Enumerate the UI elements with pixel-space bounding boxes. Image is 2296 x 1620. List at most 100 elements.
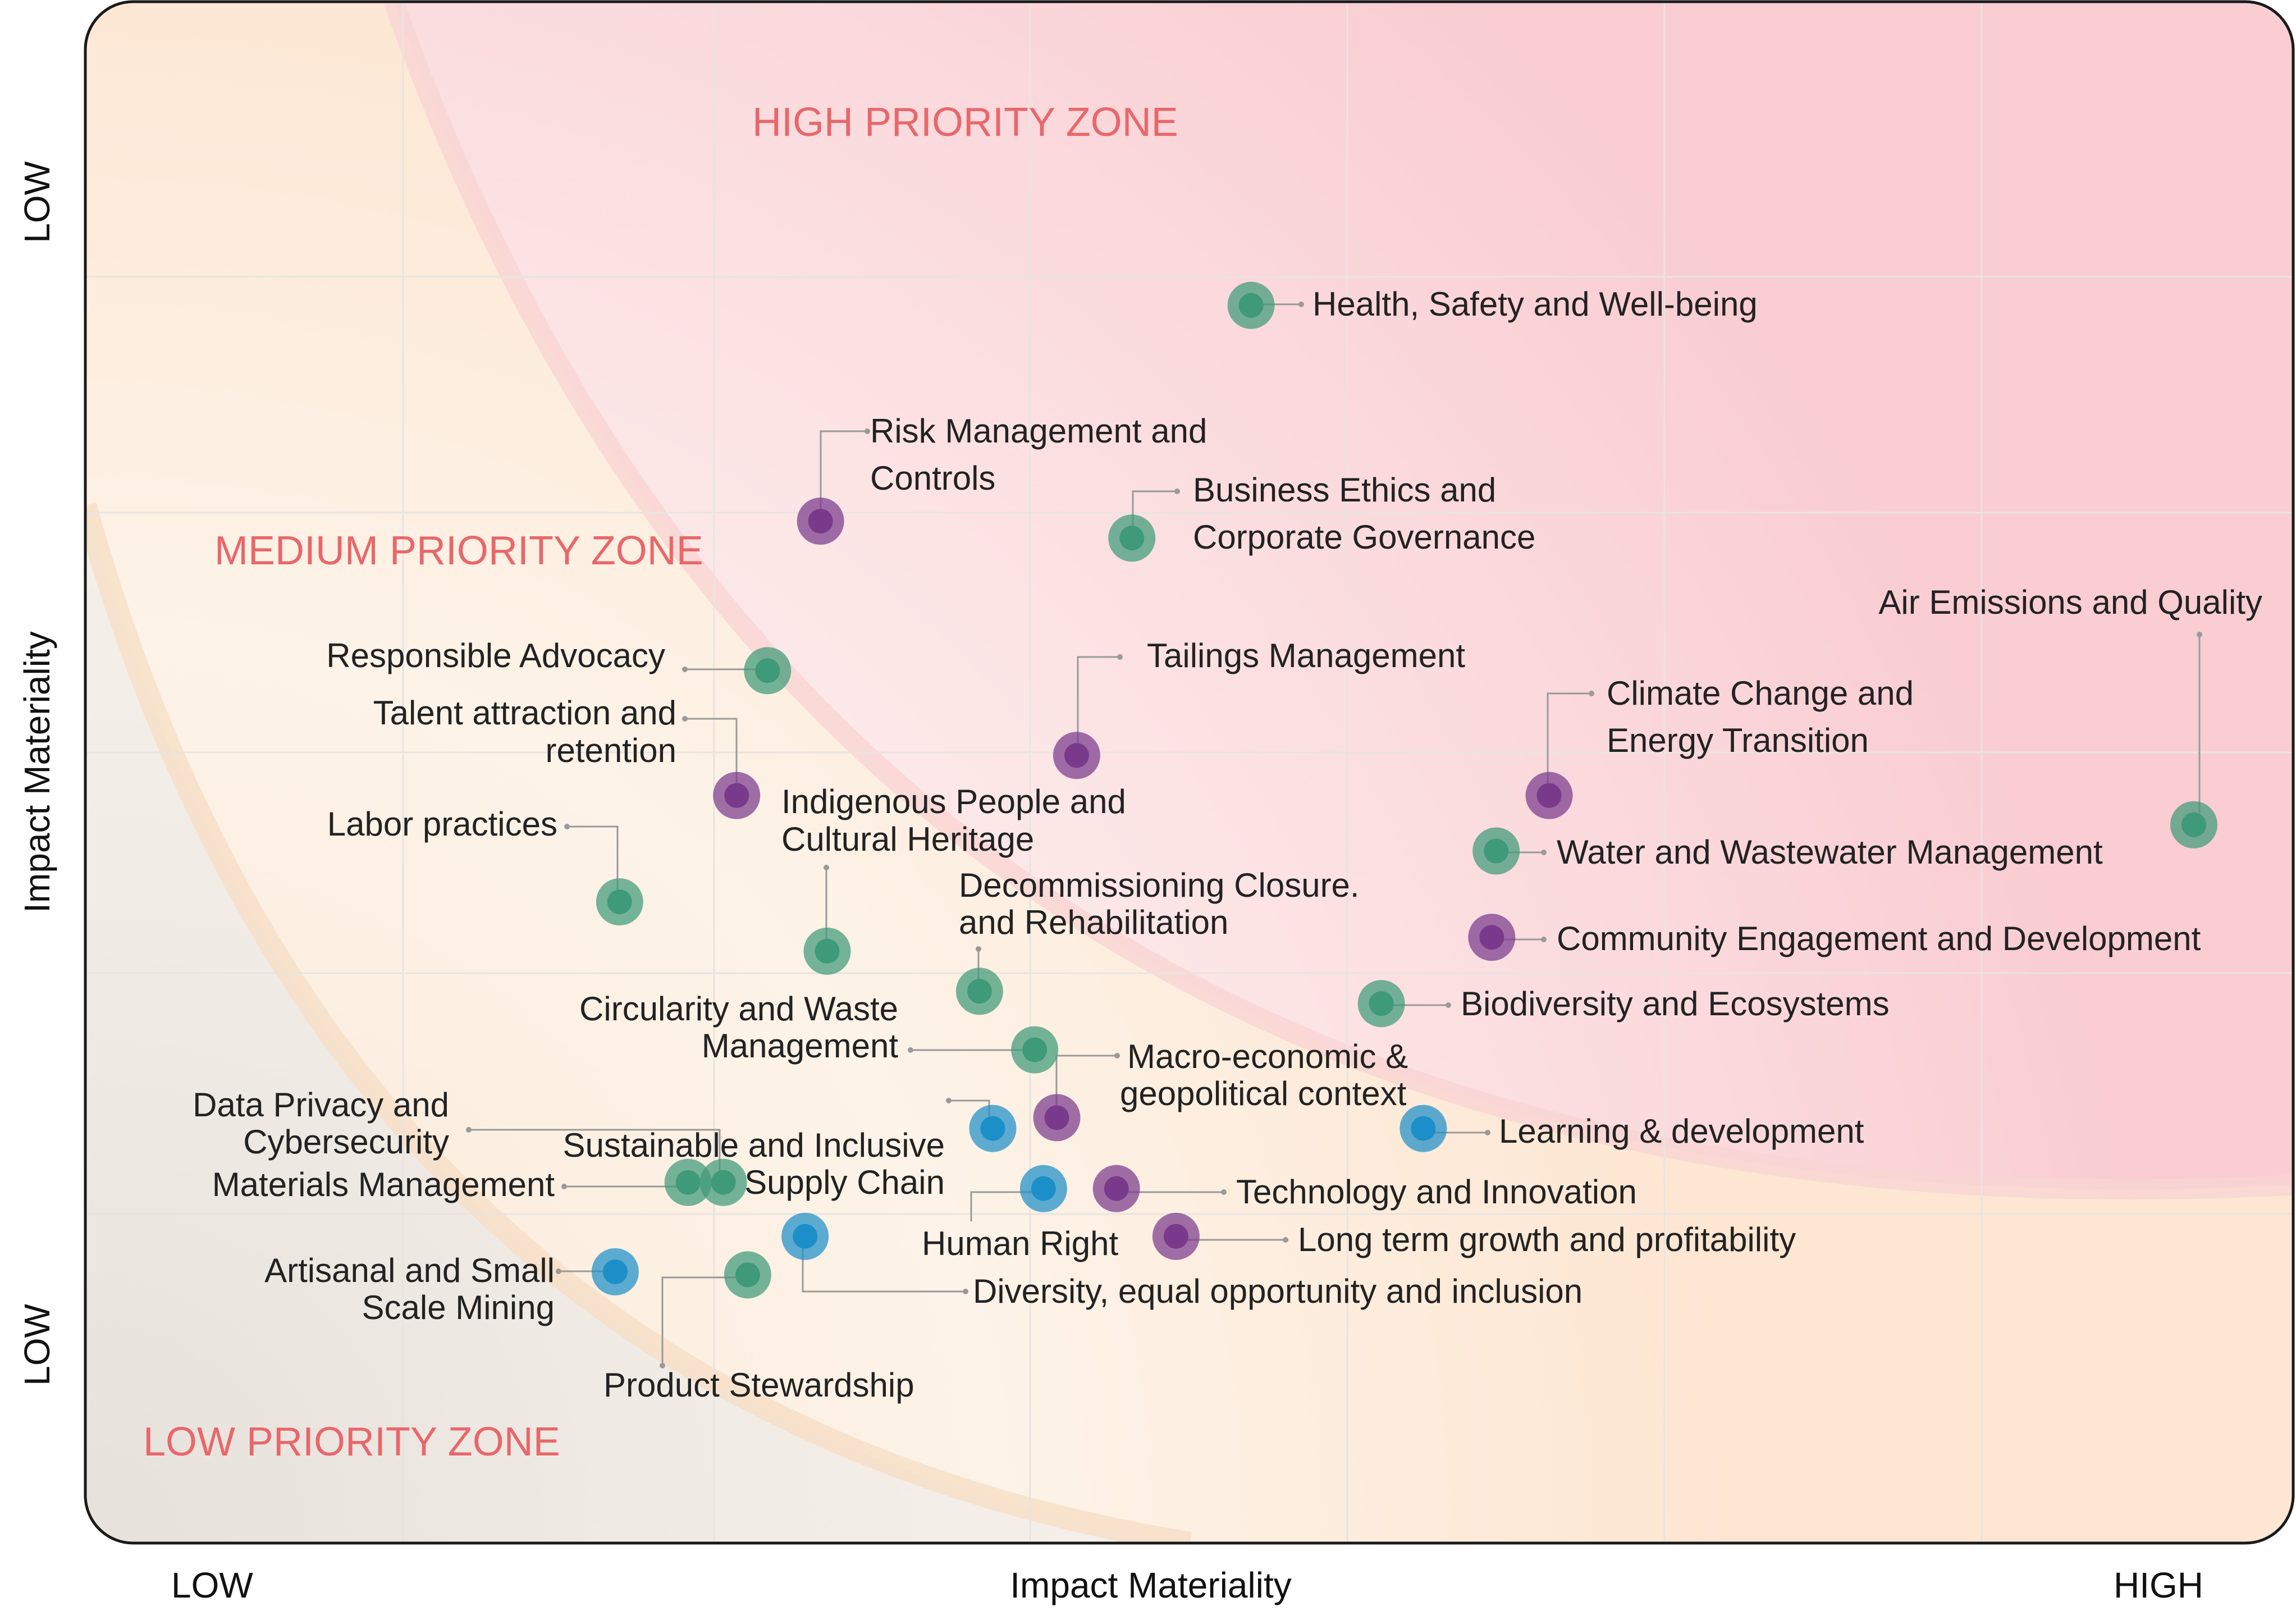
label-learning-development: Learning & development [1499,1112,1864,1150]
label-decommissioning-1: Decommissioning Closure. [959,866,1360,904]
data-point-water-and-wastewater-management [1472,827,1520,875]
label-circularity-waste-2: Management [702,1027,899,1065]
label-long-term-growth: Long term growth and profitability [1298,1221,1796,1258]
label-data-privacy-1: Data Privacy and [193,1086,449,1124]
data-point-risk-management-and-controls [797,498,844,545]
data-point-core [1044,1105,1069,1130]
data-point-core [1411,1116,1436,1141]
data-point-business-ethics-and-corporate-governance [1108,514,1156,562]
data-point-community-engagement-and-development [1468,914,1516,961]
leader-end-dots [466,302,2202,1368]
label-business-ethics-2: Corporate Governance [1193,518,1535,556]
label-macro-economic-1: Macro-economic & [1127,1038,1408,1075]
data-point-core [1022,1037,1048,1062]
data-point-core [1479,925,1504,950]
data-point-core [2181,812,2207,837]
x-axis-low-label: LOW [171,1565,253,1605]
data-point-core [735,1262,760,1288]
data-point-data-privacy-and-cybersecurity [969,1105,1017,1152]
x-axis-high-label: HIGH [2114,1565,2203,1605]
label-talent-attraction-1: Talent attraction and [373,694,676,732]
label-circularity-waste-1: Circularity and Waste [579,990,898,1028]
label-business-ethics-1: Business Ethics and [1193,471,1496,509]
label-supply-chain-1: Sustainable and Inclusive [563,1126,945,1164]
data-point-core [808,509,833,534]
high-priority-zone-label: HIGH PRIORITY ZONE [752,100,1178,145]
label-climate-change-2: Energy Transition [1607,722,1869,759]
data-point-materials-management [664,1158,712,1206]
label-supply-chain-2: Supply Chain [744,1163,945,1201]
label-climate-change-1: Climate Change and [1607,674,1914,712]
data-point-learning-development [1399,1105,1447,1152]
label-air-emissions: Air Emissions and Quality [1878,583,2262,621]
data-point-human-right [1019,1165,1067,1212]
data-point-core [967,979,992,1004]
y-axis-title: Impact Materiality [17,631,57,912]
data-point-technology-and-innovation [1092,1165,1140,1212]
data-point-health-safety-and-well-being [1227,281,1275,329]
data-point-biodiversity-and-ecosystems [1357,980,1405,1028]
data-point-labor-practices [596,878,643,926]
label-biodiversity: Biodiversity and Ecosystems [1461,985,1890,1023]
data-point-core [607,889,632,915]
data-point-product-stewardship [724,1251,771,1299]
data-point-core [711,1170,736,1195]
label-labor-practices: Labor practices [327,805,557,843]
data-point-decommissioning-closure-and-rehabilitation [955,968,1003,1015]
data-point-talent-attraction-and-retention [713,772,761,819]
label-talent-attraction-2: retention [546,732,677,769]
label-decommissioning-2: and Rehabilitation [959,903,1228,941]
zone-backgrounds [85,2,2293,1543]
label-human-right: Human Right [922,1225,1118,1262]
data-point-core [1369,991,1394,1016]
gridlines [85,2,2293,1543]
data-point-tailings-management [1053,732,1100,779]
label-diversity-inclusion: Diversity, equal opportunity and inclusi… [973,1272,1582,1310]
label-health-safety: Health, Safety and Well-being [1312,285,1758,323]
y-axis-top-label: LOW [17,161,57,243]
data-point-core [1119,526,1145,551]
data-point-core [1064,743,1089,768]
label-risk-management-1: Risk Management and [870,412,1207,450]
label-materials-management: Materials Management [212,1166,555,1203]
label-responsible-advocacy: Responsible Advocacy [326,637,665,674]
label-artisanal-mining-2: Scale Mining [362,1289,555,1326]
point-labels: Health, Safety and Well-being Risk Manag… [193,285,2262,1404]
label-water-wastewater: Water and Wastewater Management [1557,833,2103,871]
plot-frame [84,0,2295,1545]
label-artisanal-mining-1: Artisanal and Small [264,1252,555,1289]
low-priority-zone-label: LOW PRIORITY ZONE [143,1420,560,1464]
data-point-core [1238,293,1264,318]
label-tailings-management: Tailings Management [1147,637,1465,674]
data-point-artisanal-and-small-scale-mining [591,1248,639,1295]
label-risk-management-2: Controls [870,459,995,497]
label-macro-economic-2: geopolitical context [1120,1075,1407,1112]
x-axis-title: Impact Materiality [1010,1565,1291,1605]
data-point-air-emissions-and-quality [2170,801,2218,848]
data-point-core [1104,1176,1129,1201]
medium-priority-zone-label: MEDIUM PRIORITY ZONE [214,528,703,573]
data-point-diversity-equal-opportunity-and-inclusion [781,1212,829,1260]
data-point-indigenous-people-and-cultural-heritage [803,927,851,975]
label-technology-innovation: Technology and Innovation [1236,1173,1637,1211]
label-community-engagement: Community Engagement and Development [1557,920,2201,957]
data-point-sustainable-and-inclusive-supply-chain [699,1158,747,1206]
data-point-core [815,938,840,964]
data-point-core [1031,1176,1056,1201]
label-indigenous-people-1: Indigenous People and [781,783,1126,820]
data-point-core [1536,783,1562,808]
data-point-core [793,1224,818,1249]
label-data-privacy-2: Cybersecurity [243,1123,449,1161]
data-point-core [980,1116,1005,1141]
label-product-stewardship: Product Stewardship [603,1366,914,1404]
data-point-core [602,1259,628,1284]
data-point-macro-economic-geopolitical-context [1033,1094,1081,1142]
data-point-core [675,1170,701,1195]
data-point-core [724,783,749,808]
data-point-responsible-advocacy [744,647,792,695]
data-point-core [1484,838,1509,864]
data-point-long-term-growth-and-profitability [1152,1212,1200,1260]
data-point-climate-change-and-energy-transition [1525,772,1573,819]
data-point-core [755,658,780,683]
